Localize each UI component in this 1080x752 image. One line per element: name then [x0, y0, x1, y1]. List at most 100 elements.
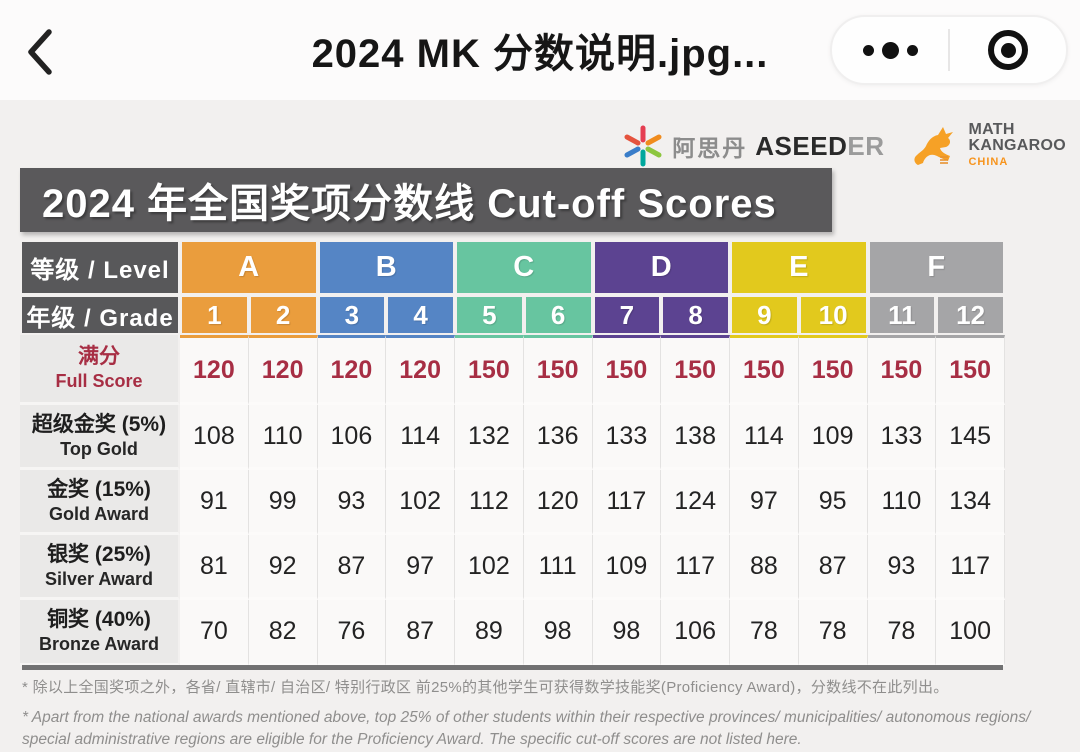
miniprogram-capsule — [830, 15, 1068, 85]
grade-cell: 5 — [455, 295, 524, 335]
footnote-english: * Apart from the national awards mention… — [22, 709, 1031, 749]
level-header-cell: 等级 / Level — [20, 240, 180, 295]
page-title: 2024 MK 分数说明.jpg... — [311, 32, 769, 76]
score-cell: 91 — [180, 470, 249, 535]
score-cell: 133 — [592, 405, 662, 470]
chevron-left-icon — [28, 29, 52, 75]
grade-cell: 10 — [798, 295, 868, 335]
kangaroo-icon — [914, 127, 954, 165]
row-label: 银奖 (25%) Silver Award — [20, 535, 180, 600]
score-cell: 110 — [867, 470, 937, 535]
score-cell: 87 — [798, 535, 868, 600]
score-cell: 120 — [386, 335, 455, 405]
logos-row: 阿思丹 ASEEDER MATH KANGAROO CHINA — [622, 122, 1066, 170]
score-cell: 78 — [798, 600, 868, 666]
score-cell: 112 — [455, 470, 524, 535]
score-cell: 98 — [592, 600, 662, 666]
score-cell: 120 — [523, 470, 593, 535]
score-cell: 111 — [523, 535, 593, 600]
score-cell: 106 — [317, 405, 387, 470]
math-label: MATH — [968, 121, 1015, 138]
score-cell: 81 — [180, 535, 249, 600]
aseeder-en-label: ASEEDER — [755, 130, 885, 161]
score-cell: 120 — [248, 335, 318, 405]
footnote-chinese: * 除以上全国奖项之外，各省/ 直辖市/ 自治区/ 特别行政区 前25%的其他学… — [22, 679, 949, 696]
score-cell: 109 — [592, 535, 662, 600]
grade-cell: 9 — [730, 295, 799, 335]
score-cell: 87 — [317, 535, 387, 600]
score-cell: 78 — [867, 600, 937, 666]
score-cell: 95 — [798, 470, 868, 535]
score-cell: 150 — [730, 335, 799, 405]
grade-header-cell: 年级 / Grade — [20, 295, 180, 335]
back-button[interactable] — [20, 26, 60, 78]
level-cell: F — [867, 240, 1005, 295]
score-cell: 97 — [386, 535, 455, 600]
score-cell: 150 — [867, 335, 937, 405]
target-circle-icon — [988, 30, 1028, 70]
aseeder-cn-label: 阿思丹 — [672, 135, 748, 161]
score-cell: 114 — [730, 405, 799, 470]
image-preview-area[interactable]: 阿思丹 ASEEDER MATH KANGAROO CHINA 2024 年全国… — [0, 100, 1080, 748]
score-cell: 136 — [523, 405, 593, 470]
three-dots-icon — [862, 41, 918, 59]
aseeder-star-icon — [624, 125, 662, 167]
score-cell: 134 — [936, 470, 1005, 535]
score-cell: 150 — [455, 335, 524, 405]
row-label: 满分 Full Score — [20, 335, 180, 405]
score-cell: 117 — [592, 470, 662, 535]
score-cell: 89 — [455, 600, 524, 666]
nav-bar: 2024 MK 分数说明.jpg... — [0, 0, 1080, 100]
level-cell: C — [455, 240, 593, 295]
grade-cell: 6 — [523, 295, 593, 335]
score-cell: 76 — [317, 600, 387, 666]
score-cell: 150 — [798, 335, 868, 405]
score-cell: 99 — [248, 470, 318, 535]
footnotes: * 除以上全国奖项之外，各省/ 直辖市/ 自治区/ 特别行政区 前25%的其他学… — [22, 676, 1067, 752]
grade-cell: 7 — [592, 295, 662, 335]
score-cell: 102 — [386, 470, 455, 535]
score-cell: 117 — [936, 535, 1005, 600]
score-cell: 133 — [867, 405, 937, 470]
score-cell: 82 — [248, 600, 318, 666]
score-cell: 78 — [730, 600, 799, 666]
close-miniprogram-button[interactable] — [950, 17, 1066, 83]
score-cell: 117 — [661, 535, 730, 600]
score-cell: 97 — [730, 470, 799, 535]
score-cell: 106 — [661, 600, 730, 666]
grade-cell: 4 — [386, 295, 455, 335]
grade-cell: 8 — [661, 295, 730, 335]
cutoff-scores-table: 等级 / Level A B C D E F 年级 / Grade 1 2 3 4 5 6 7 8 9 10 11 1… — [20, 240, 1005, 670]
level-cell: E — [730, 240, 868, 295]
score-cell: 93 — [867, 535, 937, 600]
grade-cell: 3 — [317, 295, 387, 335]
score-cell: 92 — [248, 535, 318, 600]
score-cell: 88 — [730, 535, 799, 600]
level-cell: A — [180, 240, 318, 295]
grade-cell: 2 — [248, 295, 318, 335]
score-cell: 138 — [661, 405, 730, 470]
aseeder-logo: 阿思丹 ASEEDER — [622, 125, 884, 167]
score-cell: 93 — [317, 470, 387, 535]
score-cell: 124 — [661, 470, 730, 535]
more-menu-button[interactable] — [832, 17, 948, 83]
score-cell: 150 — [592, 335, 662, 405]
score-cell: 109 — [798, 405, 868, 470]
level-cell: D — [592, 240, 730, 295]
score-cell: 150 — [661, 335, 730, 405]
row-label: 超级金奖 (5%) Top Gold — [20, 405, 180, 470]
score-cell: 114 — [386, 405, 455, 470]
level-cell: B — [317, 240, 455, 295]
score-cell: 100 — [936, 600, 1005, 666]
math-kangaroo-logo: MATH KANGAROO CHINA — [910, 122, 1066, 170]
score-cell: 110 — [248, 405, 318, 470]
score-cell: 120 — [317, 335, 387, 405]
table-title-banner: 2024 年全国奖项分数线 Cut-off Scores — [20, 168, 832, 232]
score-cell: 87 — [386, 600, 455, 666]
row-label: 铜奖 (40%) Bronze Award — [20, 600, 180, 666]
grade-cell: 12 — [936, 295, 1005, 335]
banner-title: 2024 年全国奖项分数线 Cut-off Scores — [42, 182, 777, 226]
grade-cell: 11 — [867, 295, 937, 335]
score-cell: 145 — [936, 405, 1005, 470]
row-label: 金奖 (15%) Gold Award — [20, 470, 180, 535]
